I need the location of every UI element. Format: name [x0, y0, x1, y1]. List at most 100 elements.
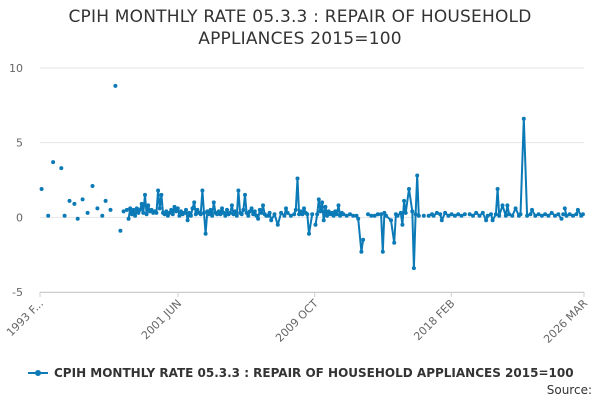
data-point: [211, 200, 216, 205]
data-point: [407, 187, 411, 191]
data-point: [164, 209, 169, 214]
data-point: [233, 209, 238, 214]
data-point: [310, 212, 315, 217]
data-point: [184, 207, 188, 212]
data-point: [108, 207, 113, 212]
data-point: [434, 210, 439, 215]
data-point: [234, 213, 239, 218]
data-point: [530, 207, 534, 212]
data-point: [574, 212, 579, 217]
data-point: [67, 198, 72, 203]
data-point: [118, 228, 123, 233]
data-point: [438, 212, 443, 217]
data-point: [354, 213, 359, 218]
data-point: [546, 213, 551, 218]
data-point: [229, 203, 234, 208]
x-tick-label: 2001 JUN: [139, 297, 184, 342]
data-point: [421, 213, 426, 218]
y-tick-label: 5: [16, 137, 23, 150]
data-point: [95, 206, 100, 211]
data-point: [305, 212, 310, 217]
data-point: [282, 213, 287, 218]
data-point: [138, 207, 142, 212]
data-point: [131, 207, 136, 212]
legend-swatch-icon: [28, 367, 48, 379]
data-point: [170, 212, 175, 217]
source-label: Source:: [546, 383, 592, 397]
data-point: [256, 216, 261, 221]
data-point: [220, 206, 224, 211]
data-point: [259, 210, 264, 215]
data-point: [403, 210, 408, 215]
data-point: [380, 249, 385, 254]
data-point: [190, 206, 195, 211]
data-point: [561, 212, 566, 217]
data-point: [267, 210, 272, 215]
y-tick-label: 0: [16, 211, 23, 224]
data-point: [203, 231, 208, 236]
data-point: [272, 212, 277, 217]
data-point: [536, 212, 541, 217]
data-point: [185, 218, 190, 223]
data-point: [372, 213, 377, 218]
data-point: [136, 210, 141, 215]
data-point: [252, 209, 257, 214]
data-point: [495, 187, 500, 191]
data-point: [525, 213, 530, 218]
data-point: [549, 210, 554, 215]
data-point: [316, 197, 321, 202]
data-point: [398, 210, 403, 215]
data-point: [279, 210, 284, 215]
data-point: [124, 207, 129, 212]
data-point: [477, 213, 482, 218]
data-point: [126, 216, 131, 221]
data-point: [215, 212, 220, 217]
data-point: [571, 213, 575, 218]
data-point: [210, 213, 215, 218]
data-point: [187, 210, 192, 215]
data-point: [228, 210, 233, 215]
data-point: [318, 209, 323, 214]
data-point: [113, 83, 118, 88]
data-point: [72, 201, 77, 206]
data-point: [575, 207, 580, 212]
data-point: [500, 203, 505, 208]
data-point: [338, 213, 343, 218]
data-point: [90, 184, 95, 188]
data-point: [133, 213, 138, 218]
data-point: [484, 218, 489, 223]
data-point: [167, 210, 172, 215]
x-tick-label: 2009 OCT: [273, 297, 321, 345]
data-point: [162, 212, 167, 217]
data-point: [241, 207, 246, 212]
data-point: [344, 213, 349, 218]
data-point: [269, 218, 274, 223]
data-point: [300, 212, 305, 217]
data-point: [513, 206, 518, 211]
data-point: [188, 213, 193, 218]
data-point: [85, 210, 90, 215]
data-point: [144, 212, 149, 217]
data-point: [543, 212, 548, 217]
data-point: [174, 209, 179, 214]
data-point: [39, 187, 44, 191]
data-point: [225, 207, 229, 212]
data-point: [366, 212, 370, 217]
data-point: [264, 213, 269, 218]
data-point: [198, 212, 203, 217]
data-point: [471, 213, 475, 218]
data-point: [449, 212, 454, 217]
legend[interactable]: CPIH MONTHLY RATE 05.3.3 : REPAIR OF HOU…: [28, 366, 574, 380]
data-point: [157, 206, 162, 211]
data-point: [62, 213, 67, 218]
data-point: [416, 213, 421, 218]
data-point: [321, 218, 326, 223]
data-point: [426, 213, 431, 218]
data-point: [580, 212, 585, 217]
data-point: [510, 213, 515, 218]
data-point: [195, 207, 200, 212]
data-point: [446, 213, 451, 218]
data-point: [369, 213, 374, 218]
data-point: [556, 212, 561, 217]
data-point: [462, 212, 467, 217]
